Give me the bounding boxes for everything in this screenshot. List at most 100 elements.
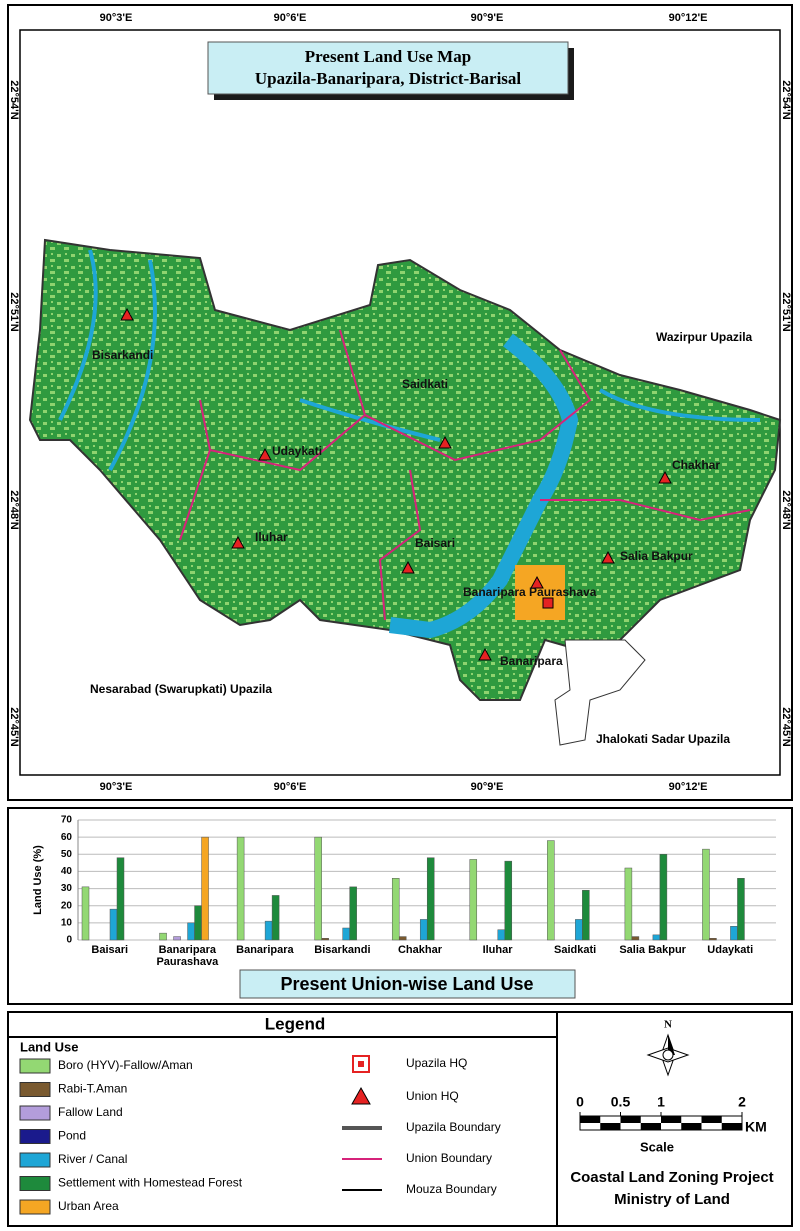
bar xyxy=(504,860,513,941)
latitude-label: 22°54'N xyxy=(8,80,20,119)
bar xyxy=(109,908,118,941)
x-tick-label: Baisari xyxy=(91,944,129,956)
legend-label: Settlement with Homestead Forest xyxy=(58,1176,243,1190)
legend-swatch xyxy=(19,1199,51,1215)
scale-segment xyxy=(600,1123,621,1130)
legend-symbol xyxy=(351,1086,371,1105)
legend-label: Union Boundary xyxy=(406,1151,492,1165)
legend-swatch xyxy=(19,1058,51,1074)
longitude-label: 90°6'E xyxy=(274,12,307,24)
canal xyxy=(58,249,761,471)
neighbor-label: Jhalokati Sadar Upazila xyxy=(596,732,730,746)
legend-title: Legend xyxy=(265,1014,325,1033)
longitude-label: 90°9'E xyxy=(471,781,504,793)
longitude-label: 90°3'E xyxy=(100,781,133,793)
bar xyxy=(173,936,181,941)
bar xyxy=(201,836,209,941)
latitude-label: 22°51'N xyxy=(780,292,792,331)
north-label: N xyxy=(664,1019,672,1031)
scale-tick-label: 0.5 xyxy=(611,1094,631,1110)
bar xyxy=(575,919,583,941)
longitude-label: 90°3'E xyxy=(100,12,133,24)
legend-label: Rabi-T.Aman xyxy=(58,1082,127,1096)
bar xyxy=(321,938,329,941)
bar xyxy=(159,932,167,941)
y-tick-label: 50 xyxy=(61,849,73,860)
bar xyxy=(624,867,633,941)
union-label: Bisarkandi xyxy=(92,348,153,362)
scale-segment xyxy=(620,1116,641,1123)
scale-unit: KM xyxy=(745,1119,767,1135)
bar xyxy=(582,890,590,941)
urban-area xyxy=(515,565,565,620)
bar xyxy=(631,936,640,941)
bar xyxy=(497,929,506,941)
map-subtitle: Upazila-Banaripara, District-Barisal xyxy=(255,69,522,88)
bar xyxy=(659,854,668,941)
legend-label: River / Canal xyxy=(58,1152,127,1166)
chart-title-box xyxy=(239,969,576,999)
scale-segment xyxy=(681,1123,702,1130)
union-hq xyxy=(530,575,544,589)
credit: Ministry of Land xyxy=(614,1191,730,1208)
union-label: Chakhar xyxy=(672,458,720,472)
x-tick-label: Chakhar xyxy=(397,944,442,956)
y-tick-label: 60 xyxy=(61,832,73,843)
scale-tick-label: 0 xyxy=(576,1094,584,1110)
latitude-label: 22°45'N xyxy=(780,707,792,746)
chart-title: Present Union-wise Land Use xyxy=(280,974,533,994)
map-neatline xyxy=(19,29,781,776)
legend-label: Fallow Land xyxy=(58,1105,123,1119)
north-arrow xyxy=(646,1033,690,1077)
union-hq xyxy=(478,647,492,661)
legend-label: Boro (HYV)-Fallow/Aman xyxy=(58,1058,193,1072)
scale-segment xyxy=(721,1123,742,1130)
bar xyxy=(737,878,745,941)
legend-swatch xyxy=(19,1105,51,1121)
union-hq xyxy=(601,550,615,564)
longitude-label: 90°6'E xyxy=(274,781,307,793)
union-label: Iluhar xyxy=(255,530,288,544)
legend-label: Union HQ xyxy=(406,1089,459,1103)
y-tick-label: 20 xyxy=(61,900,73,911)
legend-symbol xyxy=(358,1061,364,1067)
scale-segment xyxy=(580,1116,601,1123)
x-tick-label: Salia Bakpur xyxy=(619,944,686,956)
upazila-hq xyxy=(542,597,554,609)
credit: Coastal Land Zoning Project xyxy=(570,1169,773,1186)
latitude-label: 22°51'N xyxy=(8,292,20,331)
x-tick-label: Banaripara Paurashava xyxy=(156,944,219,968)
union-label: Saidkati xyxy=(402,377,448,391)
scale-tick-label: 1 xyxy=(657,1094,665,1110)
union-label: Banaripara Paurashava xyxy=(463,585,597,599)
legend-swatch xyxy=(19,1176,51,1191)
bar xyxy=(81,886,90,941)
union-hq xyxy=(231,535,245,549)
latitude-label: 22°45'N xyxy=(8,707,20,746)
union-label: Banaripara xyxy=(500,654,563,668)
bar xyxy=(187,922,195,941)
legend-label: Pond xyxy=(58,1129,86,1143)
union-hq xyxy=(401,560,415,574)
outside-area xyxy=(554,639,646,746)
legend-swatch xyxy=(19,1152,51,1168)
x-tick-label: Banaripara xyxy=(236,944,294,956)
map-title: Present Land Use Map xyxy=(305,47,471,66)
bar xyxy=(116,857,125,941)
bar xyxy=(730,926,738,941)
scale-segment xyxy=(701,1116,722,1123)
bar xyxy=(547,840,555,941)
longitude-label: 90°12'E xyxy=(669,781,708,793)
scale-segment xyxy=(661,1116,682,1123)
bar xyxy=(342,927,350,941)
y-tick-label: 70 xyxy=(61,815,73,826)
title-box xyxy=(207,41,569,95)
bar xyxy=(652,934,661,941)
y-tick-label: 30 xyxy=(61,883,73,894)
x-tick-label: Udaykati xyxy=(707,944,754,956)
neighbor-label: Wazirpur Upazila xyxy=(656,330,753,344)
longitude-label: 90°12'E xyxy=(669,12,708,24)
neighbor-label: Nesarabad (Swarupkati) Upazila xyxy=(90,682,272,696)
